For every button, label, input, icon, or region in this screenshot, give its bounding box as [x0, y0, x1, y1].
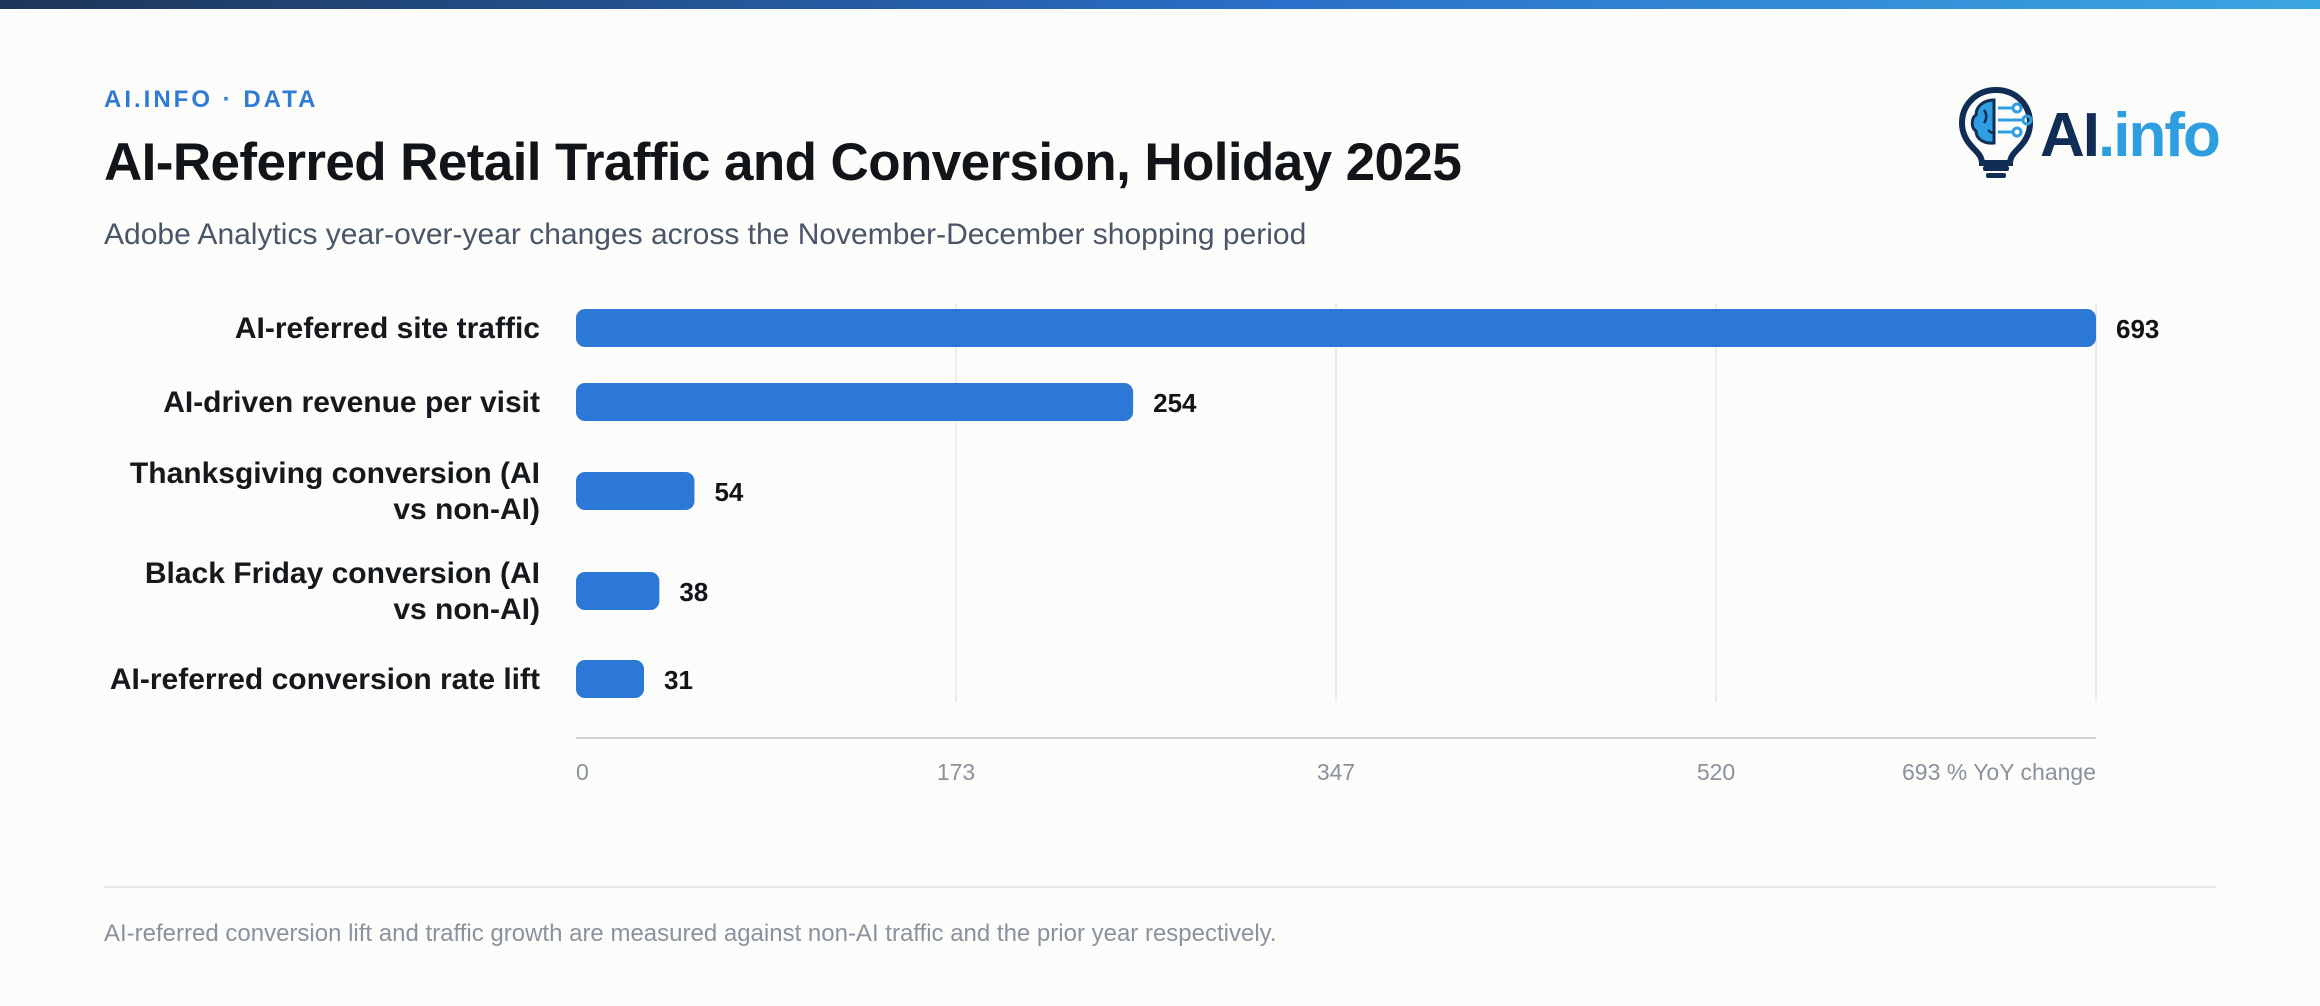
bar	[576, 309, 2096, 347]
logo-text-main: AI	[2040, 101, 2100, 170]
lightbulb-brain-icon	[1958, 86, 2034, 178]
category-label: AI-referred site traffic	[235, 312, 540, 345]
footnote: AI-referred conversion lift and traffic …	[104, 920, 1277, 947]
bar	[576, 383, 1134, 421]
data-label: 54	[714, 477, 743, 507]
data-label: 38	[679, 577, 708, 607]
logo-text-accent: .info	[2098, 101, 2221, 170]
category-label-line: vs non-AI)	[393, 493, 540, 526]
category-label: Thanksgiving conversion (AI vs non-AI)	[130, 457, 540, 526]
category-label: Black Friday conversion (AI vs non-AI)	[145, 557, 540, 626]
category-label-line: vs non-AI)	[393, 593, 540, 626]
kicker: AI.INFO · DATA	[104, 86, 319, 113]
footer-divider	[104, 886, 2216, 888]
category-label: AI-driven revenue per visit	[163, 386, 540, 419]
data-label: 254	[1153, 388, 1197, 418]
page-title: AI-Referred Retail Traffic and Conversio…	[104, 133, 1462, 192]
bar	[576, 572, 660, 610]
tick-label: 347	[1317, 759, 1355, 785]
data-label: 31	[664, 665, 693, 695]
bar	[576, 472, 695, 510]
category-label-line: Thanksgiving conversion (AI	[130, 457, 540, 490]
bar-chart: 693 AI-referred site traffic 254 AI-driven …	[110, 304, 2159, 785]
category-label-line: AI-referred site traffic	[235, 312, 540, 345]
category-label-line: AI-driven revenue per visit	[163, 386, 540, 419]
category-label-line: AI-referred conversion rate lift	[110, 663, 540, 696]
logo-wordmark: AI.info	[2040, 100, 2221, 171]
data-label: 693	[2116, 314, 2159, 344]
tick-label: 693 % YoY change	[1902, 759, 2096, 785]
bar	[576, 660, 644, 698]
category-label: AI-referred conversion rate lift	[110, 663, 540, 696]
tick-label: 173	[937, 759, 975, 785]
category-label-line: Black Friday conversion (AI	[145, 557, 540, 590]
tick-label: 520	[1697, 759, 1735, 785]
tick-label: 0	[576, 759, 589, 785]
page-subtitle: Adobe Analytics year-over-year changes a…	[104, 218, 1307, 251]
top-accent-bar	[0, 0, 2320, 9]
